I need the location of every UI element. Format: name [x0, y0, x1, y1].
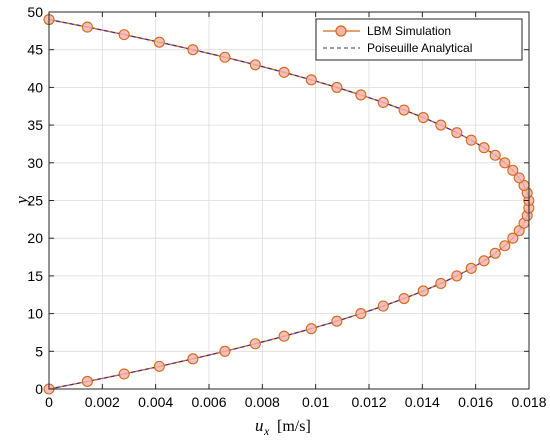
series-lbm-marker	[499, 240, 511, 252]
x-axis-label-var: u	[255, 416, 264, 435]
y-tick-label: 30	[27, 155, 43, 171]
x-tick-label: 0.002	[85, 394, 120, 410]
legend-label-analytical: Poiseuille Analytical	[367, 41, 472, 55]
series-lbm-marker	[417, 112, 429, 124]
series-lbm-marker	[398, 292, 410, 305]
x-tick-label: 0.008	[245, 394, 280, 410]
series-lbm-marker	[451, 270, 463, 282]
legend-box	[315, 18, 523, 61]
series-lbm-marker	[219, 51, 231, 63]
y-tick-label: 40	[27, 79, 43, 95]
y-tick-label: 35	[27, 117, 43, 133]
x-tick-label: 0.004	[138, 394, 173, 410]
series-lbm-marker	[81, 21, 93, 33]
series-lbm-marker	[398, 104, 410, 116]
x-tick-label: 0.018	[511, 394, 546, 410]
y-tick-label: 15	[27, 268, 43, 284]
series-lbm-marker	[81, 375, 93, 388]
series-lbm-marker	[249, 59, 261, 71]
series-lbm-marker	[249, 338, 261, 350]
legend-marker-lbm	[335, 25, 347, 37]
series-lbm-marker	[153, 360, 165, 372]
series-lbm-marker	[278, 330, 290, 342]
series-lbm-marker	[435, 119, 447, 131]
x-axis-label: u x [m/s]	[255, 416, 311, 438]
series-lbm-marker	[417, 285, 429, 297]
series-lbm-marker	[355, 308, 367, 320]
y-tick-label: 0	[35, 381, 43, 397]
x-tick-label: 0	[45, 394, 53, 410]
series-lbm-marker	[331, 315, 343, 327]
series-lbm-marker	[118, 368, 130, 380]
series-lbm-marker	[331, 81, 343, 93]
series-lbm-marker	[499, 157, 511, 169]
series-lbm-marker	[219, 345, 231, 357]
series-lbm-marker	[278, 66, 290, 78]
x-axis-label-unit: [m/s]	[277, 418, 311, 435]
series-lbm-marker	[507, 232, 519, 244]
series-lbm-marker	[153, 36, 165, 48]
ticks-layer: 0 0.002 0.004 0.006 0.008 0.01 0.012 0.014 0.016…	[27, 4, 546, 410]
series-lbm-marker	[451, 127, 463, 139]
series-lbm-marker	[118, 29, 130, 41]
y-axis-label: y	[12, 196, 31, 206]
x-tick-label: 0.01	[302, 394, 329, 410]
legend-label-lbm: LBM Simulation	[367, 24, 451, 38]
series-lbm-marker	[507, 164, 519, 176]
y-tick-label: 25	[27, 193, 43, 209]
series-lbm-marker	[355, 89, 367, 101]
x-tick-label: 0.016	[458, 394, 493, 410]
y-tick-label: 50	[27, 4, 43, 20]
x-tick-label: 0.014	[405, 394, 440, 410]
series-lbm-marker	[377, 96, 389, 109]
x-tick-label: 0.012	[351, 394, 386, 410]
series-lbm-marker	[489, 149, 501, 161]
x-axis-label-sub: x	[263, 424, 270, 438]
series-lbm-marker	[478, 142, 490, 154]
series-lbm-marker	[513, 172, 525, 184]
series-lbm-marker	[187, 44, 199, 56]
series-lbm-marker	[465, 262, 477, 274]
series-lbm-marker	[478, 255, 490, 267]
y-tick-label: 5	[35, 343, 43, 359]
y-tick-label: 45	[27, 42, 43, 58]
series-lbm-marker	[435, 277, 447, 289]
legend: LBM Simulation Poiseuille Analytical	[315, 18, 523, 61]
series-lbm-marker	[377, 300, 389, 312]
series-lbm-marker	[489, 247, 501, 259]
series-lbm-marker	[187, 353, 199, 365]
series-lbm-marker	[305, 74, 317, 86]
x-tick-label: 0.006	[191, 394, 226, 410]
series-lbm-marker	[305, 323, 317, 335]
y-tick-label: 10	[27, 306, 43, 322]
y-tick-label: 20	[27, 230, 43, 246]
series-lbm-marker	[465, 134, 477, 146]
